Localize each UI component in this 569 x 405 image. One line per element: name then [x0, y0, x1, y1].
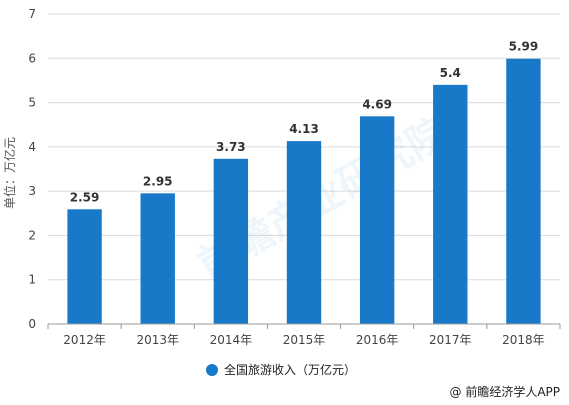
y-tick-label: 5: [28, 96, 36, 110]
legend-label: 全国旅游收入（万亿元）: [224, 362, 356, 377]
bar: [506, 58, 541, 324]
data-label: 4.69: [362, 97, 392, 111]
bars: 2.59 2.95 3.73 4.13 4.69 5.4 5.99: [67, 40, 541, 324]
x-tick-label: 2014年: [210, 333, 253, 347]
data-label: 3.73: [216, 140, 246, 154]
bar: [213, 158, 249, 324]
y-tick-label: 1: [28, 273, 36, 287]
y-tick-label: 4: [28, 140, 36, 154]
bar: [359, 116, 395, 324]
y-axis-ticks: 0 1 2 3 4 5 6 7: [28, 7, 36, 331]
y-tick-label: 6: [28, 51, 36, 65]
bar: [140, 193, 175, 324]
y-tick-label: 0: [28, 317, 36, 331]
y-axis-label: 单位：万亿元: [2, 137, 17, 209]
y-tick-label: 3: [28, 184, 36, 198]
x-tick-label: 2015年: [283, 333, 326, 347]
x-axis-ticks: 2012年 2013年 2014年 2015年 2016年 2017年 2018年: [47, 324, 561, 347]
data-label: 5.99: [509, 40, 539, 54]
x-tick-label: 2017年: [429, 333, 472, 347]
y-tick-label: 7: [28, 7, 36, 21]
legend-marker: [206, 364, 218, 376]
x-tick-label: 2016年: [356, 333, 399, 347]
x-tick-label: 2012年: [63, 333, 106, 347]
x-tick-label: 2018年: [502, 333, 545, 347]
data-label: 4.13: [289, 122, 319, 136]
bar: [433, 84, 468, 324]
data-label: 5.4: [440, 66, 461, 80]
bar: [67, 209, 102, 324]
x-tick-label: 2013年: [136, 333, 179, 347]
credit-text: @ 前瞻经济学人APP: [450, 384, 561, 399]
data-label: 2.59: [70, 190, 100, 204]
data-label: 2.95: [143, 174, 173, 188]
legend: 全国旅游收入（万亿元）: [206, 362, 356, 377]
bar: [286, 141, 322, 324]
y-tick-label: 2: [28, 228, 36, 242]
